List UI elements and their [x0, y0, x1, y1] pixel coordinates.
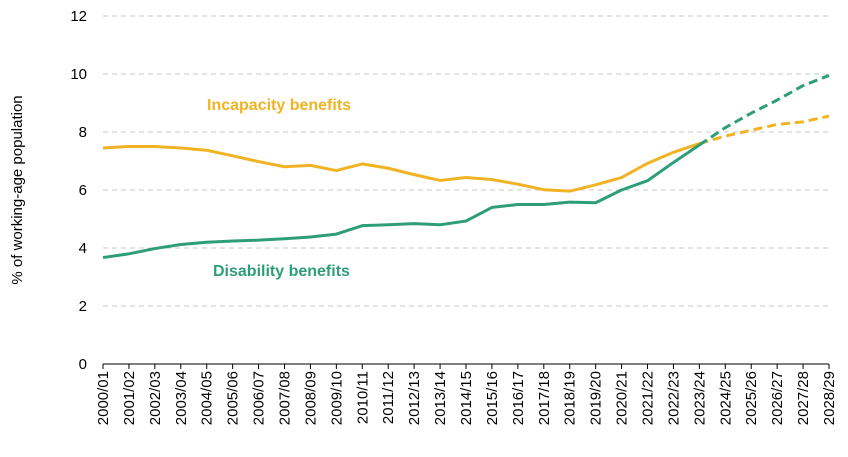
x-tick-label: 2016/17 [510, 371, 527, 425]
x-tick-label: 2014/15 [458, 371, 475, 425]
x-tick-label: 2026/27 [769, 371, 786, 425]
series-line-disability-forecast [698, 74, 830, 147]
y-tick-label: 12 [70, 8, 87, 25]
x-tick-label: 2004/05 [199, 371, 216, 425]
x-tick-label: 2006/07 [251, 371, 268, 425]
x-tick-label: 2005/06 [225, 371, 242, 425]
series-line-disability-actual [102, 143, 701, 260]
x-tick-label: 2019/20 [588, 371, 605, 425]
x-tick-label: 2025/26 [743, 371, 760, 425]
x-tick-label: 2007/08 [277, 371, 294, 425]
series-lines [102, 74, 830, 260]
y-tick-label: 10 [70, 66, 87, 83]
x-tick-label: 2017/18 [536, 371, 553, 425]
x-tick-label: 2020/21 [614, 371, 631, 425]
x-tick-label: 2001/02 [121, 371, 138, 425]
y-tick-label: 4 [79, 240, 87, 257]
y-tick-label: 0 [79, 356, 87, 373]
x-tick-label: 2000/01 [95, 371, 112, 425]
y-tick-label: 8 [79, 124, 87, 141]
x-tick-label: 2027/28 [795, 371, 812, 425]
x-tick-label: 2008/09 [302, 371, 319, 425]
series-label-disability: Disability benefits [213, 263, 350, 280]
series-line-incapacity-actual [102, 142, 700, 193]
x-tick-label: 2012/13 [406, 371, 423, 425]
x-tick-label: 2002/03 [147, 371, 164, 425]
x-tick-label: 2018/19 [562, 371, 579, 425]
y-axis-label: % of working-age population [9, 95, 26, 284]
x-tick-label: 2013/14 [432, 371, 449, 425]
y-tick-label: 6 [79, 182, 87, 199]
x-tick-label: 2023/24 [691, 371, 708, 425]
gridlines [103, 15, 829, 307]
x-tick-label: 2021/22 [640, 371, 657, 425]
series-label-incapacity: Incapacity benefits [207, 97, 351, 114]
x-tick-label: 2015/16 [484, 371, 501, 425]
y-tick-label: 2 [79, 298, 87, 315]
x-tick-label: 2024/25 [717, 371, 734, 425]
x-tick-label: 2010/11 [354, 371, 371, 424]
x-axis-ticks: 2000/01 2001/02 2002/03 2003/04 2004/05 2005/… [95, 364, 838, 425]
x-tick-label: 2028/29 [821, 371, 838, 425]
x-tick-label: 2009/10 [328, 371, 345, 425]
x-tick-label: 2011/12 [380, 371, 397, 424]
x-tick-label: 2022/23 [665, 371, 682, 425]
series-line-incapacity-forecast [698, 114, 830, 146]
y-axis-ticks: 0 2 4 6 8 10 12 [70, 8, 87, 373]
x-tick-label: 2003/04 [173, 371, 190, 425]
